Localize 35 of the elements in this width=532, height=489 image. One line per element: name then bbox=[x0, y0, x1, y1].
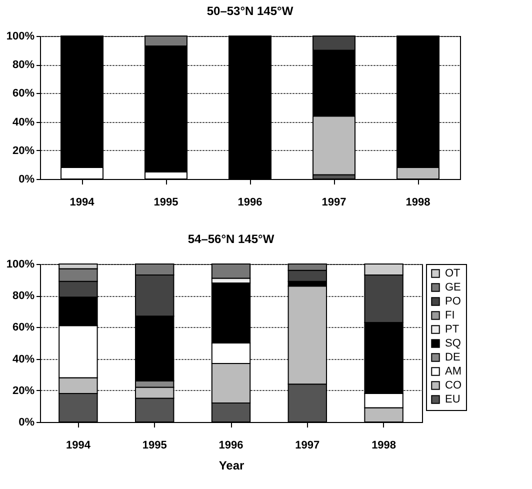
x-tick-label: 1996 bbox=[218, 440, 244, 452]
y-tick-label: 40% bbox=[12, 353, 35, 366]
y-tick-label: 60% bbox=[12, 322, 35, 334]
legend-label: SQ bbox=[445, 338, 462, 350]
x-tick-label: 1995 bbox=[142, 440, 167, 452]
y-tick-label: 80% bbox=[12, 59, 35, 72]
y-tick-label: 20% bbox=[12, 144, 35, 157]
x-tick-label: 1995 bbox=[154, 196, 178, 208]
chart-title: 54–56°N 145°W bbox=[188, 232, 275, 246]
y-tick-label: 40% bbox=[12, 116, 35, 128]
x-tick-label: 1994 bbox=[70, 196, 96, 208]
x-tick-label: 1996 bbox=[238, 196, 262, 208]
legend-label: FI bbox=[445, 310, 455, 322]
x-tick-label: 1997 bbox=[322, 196, 346, 208]
y-tick-label: 0% bbox=[18, 174, 35, 186]
x-tick-label: 1997 bbox=[295, 440, 320, 452]
legend-label: CO bbox=[445, 380, 462, 392]
legend-label: DE bbox=[445, 352, 460, 364]
legend-label: PT bbox=[445, 324, 460, 336]
y-tick-label: 60% bbox=[12, 88, 35, 100]
legend-label: EU bbox=[445, 394, 460, 406]
x-axis-title: Year bbox=[218, 458, 245, 472]
legend-label: GE bbox=[445, 282, 461, 294]
y-tick-label: 100% bbox=[6, 258, 35, 270]
y-tick-label: 20% bbox=[12, 384, 35, 397]
legend-label: PO bbox=[445, 296, 462, 308]
x-tick-label: 1994 bbox=[66, 440, 92, 452]
y-tick-label: 80% bbox=[12, 290, 35, 302]
legend-label: AM bbox=[445, 366, 462, 378]
x-tick-label: 1998 bbox=[372, 440, 396, 452]
chart-title: 50–53°N 145°W bbox=[206, 4, 294, 18]
legend-label: OT bbox=[445, 268, 461, 280]
x-tick-label: 1998 bbox=[406, 196, 430, 208]
y-tick-label: 0% bbox=[18, 416, 35, 428]
y-tick-label: 100% bbox=[6, 30, 35, 42]
